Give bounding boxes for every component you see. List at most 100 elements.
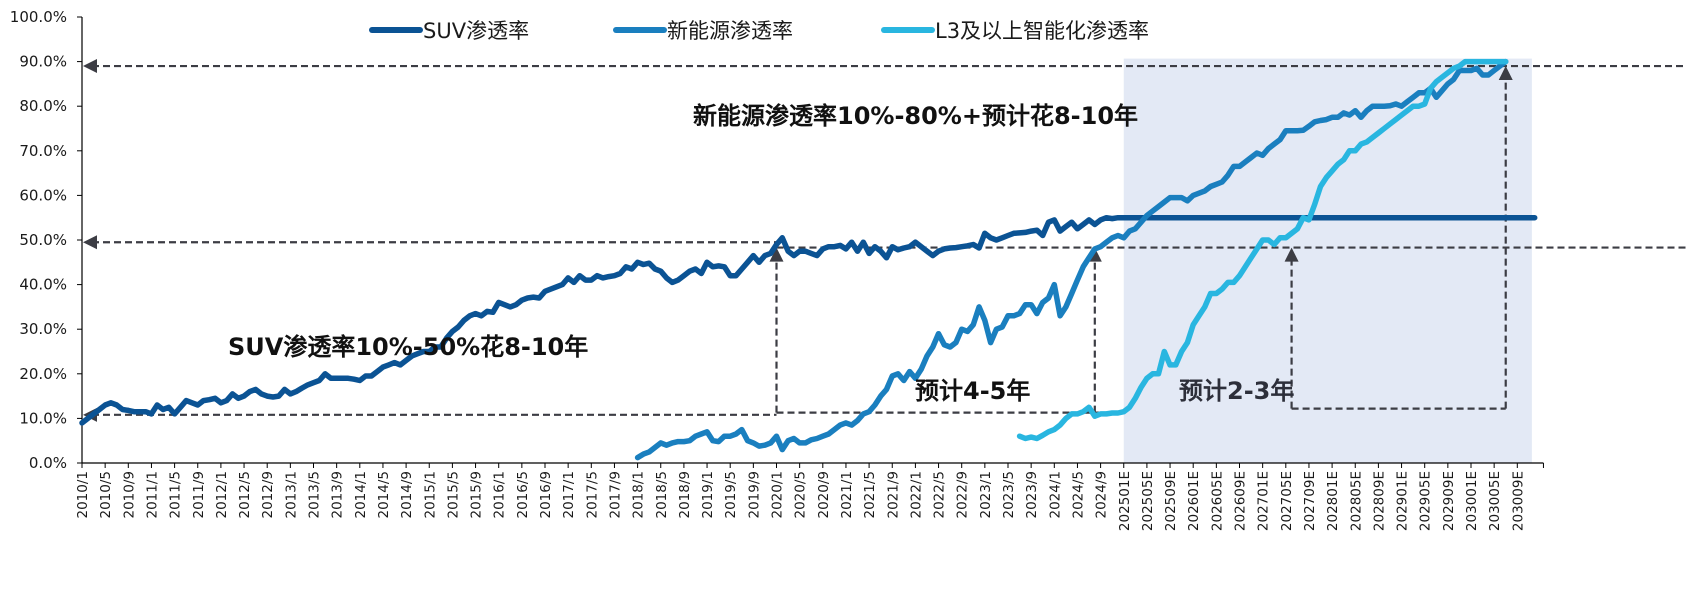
x-tick-label: 2016/1 — [492, 471, 508, 519]
x-tick-label: 2019/1 — [700, 471, 716, 519]
series-line-nev — [634, 58, 1509, 461]
x-tick-label: 202505E — [1140, 471, 1156, 531]
x-tick-label: 2014/9 — [399, 471, 415, 519]
l3-forecast-annotation: 预计2-3年 — [1179, 377, 1294, 405]
x-tick-label: 2021/1 — [839, 471, 855, 519]
x-tick-label: 2015/9 — [469, 471, 485, 519]
x-tick-label: 202709E — [1302, 471, 1318, 531]
legend-label-suv: SUV渗透率 — [423, 19, 529, 43]
x-tick-label: 2010/1 — [75, 471, 91, 519]
x-tick-label: 2016/9 — [538, 471, 554, 519]
y-tick-label: 10.0% — [19, 409, 67, 427]
x-tick-label: 2024/9 — [1094, 471, 1110, 519]
forecast-shading-layer — [1123, 58, 1532, 463]
forecast-region-shading — [1123, 58, 1532, 463]
x-tick-label: 2019/9 — [746, 471, 762, 519]
x-tick-label: 2013/5 — [307, 471, 323, 519]
legend-item-l3: L3及以上智能化渗透率 — [881, 19, 1149, 43]
suv-annotation: SUV渗透率10%-50%花8-10年 — [228, 333, 588, 361]
y-tick-label: 100.0% — [10, 8, 67, 26]
x-tick-label: 202909E — [1441, 471, 1457, 531]
y-tick-label: 50.0% — [19, 231, 67, 249]
x-tick-label: 202905E — [1418, 471, 1434, 531]
legend-item-suv: SUV渗透率 — [369, 19, 529, 43]
x-tick-label: 202705E — [1279, 471, 1295, 531]
series-line-suv — [79, 214, 1538, 426]
x-tick-label: 202605E — [1209, 471, 1225, 531]
x-tick-label: 2015/1 — [422, 471, 438, 519]
x-tick-label: 2017/5 — [584, 471, 600, 519]
up-arrowhead-icon — [769, 247, 784, 262]
x-tick-label: 2018/5 — [654, 471, 670, 519]
x-tick-label: 2020/1 — [770, 471, 786, 519]
x-tick-label: 2014/5 — [376, 471, 392, 519]
y-tick-label: 80.0% — [19, 97, 67, 115]
up-arrowhead-icon — [1498, 66, 1513, 81]
x-tick-label: 203001E — [1464, 471, 1480, 531]
x-tick-label: 2024/1 — [1047, 471, 1063, 519]
x-tick-label: 202901E — [1395, 471, 1411, 531]
y-tick-label: 90.0% — [19, 53, 67, 71]
x-tick-label: 2011/1 — [144, 471, 160, 519]
series-line-l3 — [1016, 58, 1509, 442]
x-tick-label: 2020/5 — [793, 471, 809, 519]
up-arrowhead-icon — [1284, 247, 1299, 262]
x-tick-label: 2016/5 — [515, 471, 531, 519]
nev-annotation: 新能源渗透率10%-80%+预计花8-10年 — [693, 102, 1138, 130]
x-tick-label: 2018/9 — [677, 471, 693, 519]
x-tick-label: 2022/5 — [932, 471, 948, 519]
x-tick-label: 2012/9 — [260, 471, 276, 519]
x-tick-label: 2011/5 — [168, 471, 184, 519]
x-tick-label: 2012/1 — [214, 471, 230, 519]
nev-forecast-annotation: 预计4-5年 — [915, 377, 1030, 405]
x-tick-label: 202801E — [1325, 471, 1341, 531]
x-tick-label: 2024/5 — [1070, 471, 1086, 519]
x-tick-label: 202809E — [1371, 471, 1387, 531]
x-tick-label: 2015/5 — [445, 471, 461, 519]
legend-item-nev: 新能源渗透率 — [613, 19, 793, 43]
reference-lines — [83, 59, 1686, 422]
x-tick-label: 2012/5 — [237, 471, 253, 519]
left-arrowhead-icon — [83, 235, 97, 250]
x-tick-label: 2010/5 — [98, 471, 114, 519]
x-tick-label: 202805E — [1348, 471, 1364, 531]
x-tick-label: 2017/9 — [607, 471, 623, 519]
x-tick-label: 2022/1 — [908, 471, 924, 519]
y-tick-label: 0.0% — [29, 454, 67, 472]
y-tick-label: 40.0% — [19, 276, 67, 294]
x-tick-label: 2011/9 — [191, 471, 207, 519]
x-tick-label: 203005E — [1487, 471, 1503, 531]
y-tick-label: 70.0% — [19, 142, 67, 160]
x-tick-label: 2019/5 — [723, 471, 739, 519]
legend-label-l3: L3及以上智能化渗透率 — [935, 19, 1149, 43]
x-tick-label: 202601E — [1186, 471, 1202, 531]
x-tick-label: 2018/1 — [631, 471, 647, 519]
legend-label-nev: 新能源渗透率 — [667, 19, 793, 43]
x-tick-label: 202509E — [1163, 471, 1179, 531]
x-tick-label: 2023/1 — [978, 471, 994, 519]
axes: 0.0% 10.0% 20.0% 30.0% 40.0% 50.0% 60.0% 70.0% 8… — [10, 8, 1544, 531]
x-tick-label: 202501E — [1117, 471, 1133, 531]
y-tick-label: 30.0% — [19, 320, 67, 338]
y-tick-label: 60.0% — [19, 186, 67, 204]
x-tick-label: 202701E — [1256, 471, 1272, 531]
x-tick-label: 2023/5 — [1001, 471, 1017, 519]
x-tick-label: 2022/9 — [955, 471, 971, 519]
y-tick-label: 20.0% — [19, 365, 67, 383]
x-tick-label: 2021/9 — [885, 471, 901, 519]
x-tick-label: 2020/9 — [816, 471, 832, 519]
x-tick-label: 2010/9 — [121, 471, 137, 519]
x-tick-label: 2013/9 — [330, 471, 346, 519]
series-lines — [79, 58, 1538, 461]
annotations: 新能源渗透率10%-80%+预计花8-10年 SUV渗透率10%-50%花8-1… — [228, 102, 1294, 405]
x-tick-label: 202609E — [1233, 471, 1249, 531]
x-tick-label: 2014/1 — [353, 471, 369, 519]
x-tick-label: 2013/1 — [283, 471, 299, 519]
x-tick-label: 2023/9 — [1024, 471, 1040, 519]
x-tick-label: 203009E — [1510, 471, 1526, 531]
x-tick-label: 2021/5 — [862, 471, 878, 519]
left-arrowhead-icon — [83, 59, 97, 74]
x-tick-label: 2017/1 — [561, 471, 577, 519]
